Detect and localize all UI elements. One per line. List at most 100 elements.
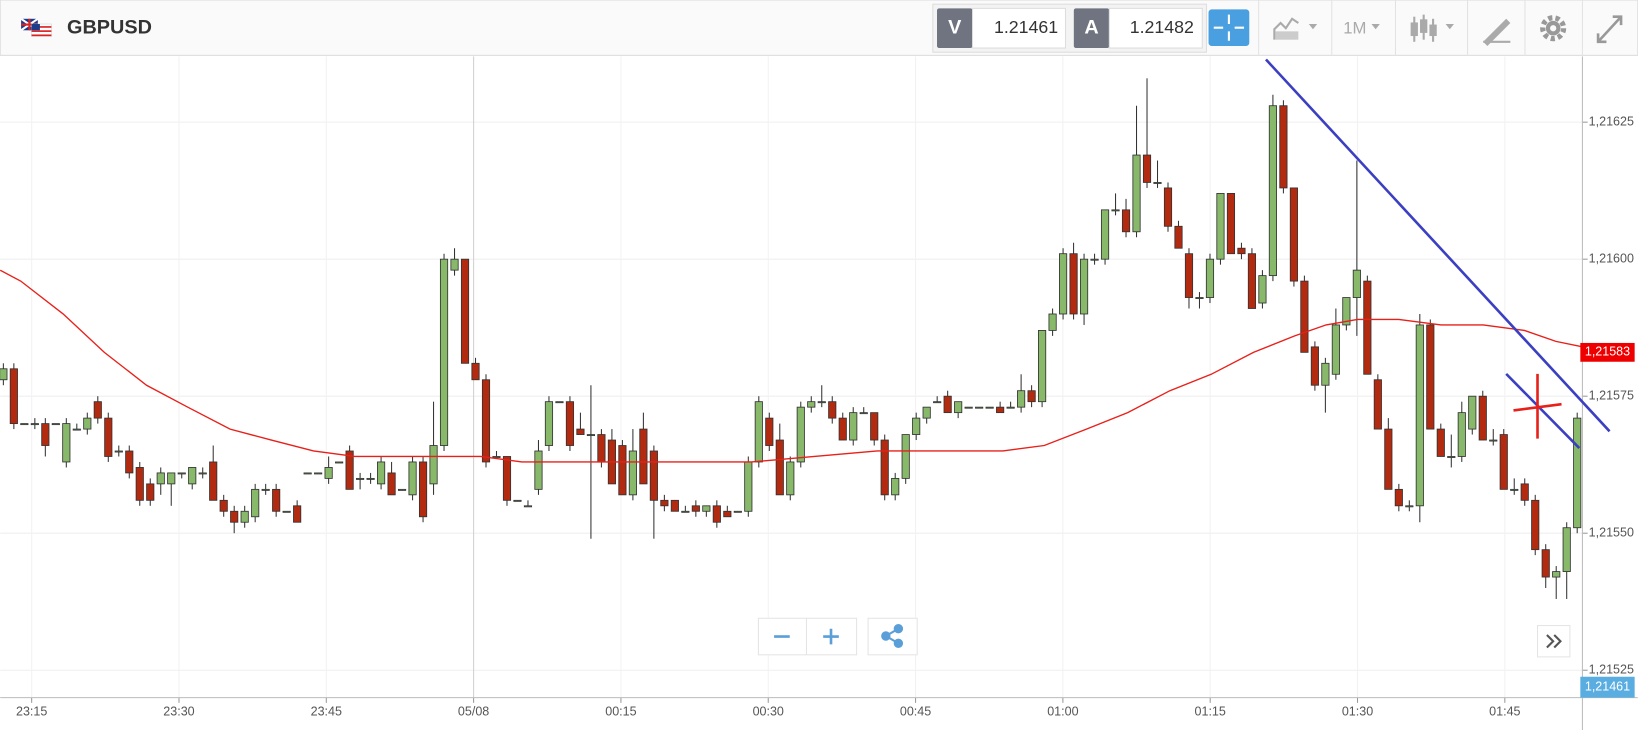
candle-body bbox=[670, 499, 679, 512]
x-tick-label: 00:15 bbox=[605, 705, 636, 719]
bid-price: 1.21461 bbox=[994, 17, 1058, 37]
fullscreen-button[interactable] bbox=[1596, 15, 1623, 44]
candle-body bbox=[775, 439, 784, 496]
candle-body bbox=[240, 510, 249, 523]
candle-body bbox=[1184, 253, 1194, 298]
x-tick-label: 01:45 bbox=[1489, 705, 1520, 719]
bid-field bbox=[971, 7, 1066, 49]
candle-body bbox=[870, 412, 879, 441]
candle-body bbox=[429, 445, 438, 485]
bid-label: V bbox=[948, 16, 962, 38]
draw-button[interactable] bbox=[1483, 18, 1511, 46]
candle-body bbox=[691, 505, 700, 512]
candle-body bbox=[565, 401, 575, 446]
candle-body bbox=[901, 434, 910, 479]
current-price-tag bbox=[1580, 676, 1635, 698]
share-button[interactable] bbox=[867, 617, 918, 656]
candle-body bbox=[30, 423, 39, 426]
candle-body bbox=[1258, 275, 1267, 304]
flag-icon bbox=[20, 17, 52, 37]
candle-body bbox=[492, 456, 501, 458]
candle-body bbox=[335, 461, 344, 464]
indicators-button[interactable] bbox=[1273, 17, 1318, 40]
settings-button[interactable] bbox=[1540, 15, 1567, 42]
candle-body bbox=[828, 401, 837, 419]
x-tick-label: 01:30 bbox=[1342, 705, 1373, 719]
candle-body bbox=[922, 406, 931, 419]
candle-body bbox=[523, 505, 533, 508]
timeframe-button[interactable]: 1M bbox=[1343, 19, 1380, 38]
candle-body bbox=[1048, 313, 1057, 331]
candle-body bbox=[460, 258, 470, 364]
candle-body bbox=[9, 368, 18, 425]
candle-body bbox=[0, 368, 8, 381]
current-price-label: 1,21461 bbox=[1585, 679, 1630, 693]
candle-body bbox=[83, 417, 92, 430]
candle-body bbox=[41, 423, 50, 446]
candle-body bbox=[1342, 297, 1351, 326]
ask-button[interactable] bbox=[1073, 8, 1110, 49]
candle-body bbox=[303, 472, 312, 475]
candle-body bbox=[188, 467, 197, 485]
trend-line bbox=[1265, 58, 1611, 433]
candle-body bbox=[1562, 527, 1571, 572]
candle-body bbox=[733, 510, 742, 513]
candle-body bbox=[1405, 505, 1414, 508]
candle-body bbox=[1226, 192, 1236, 255]
candle-body bbox=[125, 450, 134, 474]
candle-body bbox=[513, 499, 522, 502]
x-tick-label: 00:45 bbox=[900, 705, 931, 719]
x-tick-label: 23:15 bbox=[16, 705, 47, 719]
candle-body bbox=[996, 406, 1005, 414]
bid-button[interactable] bbox=[937, 8, 973, 49]
candle-body bbox=[555, 401, 564, 404]
candle-body bbox=[964, 406, 973, 409]
candle-body bbox=[1111, 209, 1120, 212]
candle-body bbox=[198, 472, 207, 475]
candle-body bbox=[912, 417, 921, 435]
candle-body bbox=[817, 401, 826, 404]
candle-body bbox=[712, 505, 721, 523]
candle-body bbox=[838, 417, 847, 441]
crosshair-button[interactable] bbox=[1208, 9, 1250, 46]
candle-body bbox=[1499, 434, 1508, 490]
candle-body bbox=[1447, 456, 1456, 458]
candle-body bbox=[1468, 395, 1477, 430]
candle-body bbox=[754, 401, 763, 463]
candle-body bbox=[1478, 395, 1487, 441]
ma-price-label: 1,21583 bbox=[1585, 345, 1630, 359]
candle-body bbox=[639, 428, 648, 485]
candle-body bbox=[293, 505, 302, 523]
y-tick-label: 1,21625 bbox=[1589, 114, 1634, 128]
y-tick-label: 1,21600 bbox=[1589, 251, 1634, 265]
candle-body bbox=[1363, 280, 1372, 375]
candle-body bbox=[576, 428, 585, 435]
x-tick-label: 01:15 bbox=[1195, 705, 1226, 719]
candle-body bbox=[104, 417, 113, 457]
zoom-controls bbox=[757, 617, 1571, 658]
candle-body bbox=[51, 423, 60, 426]
symbol: GBPUSD bbox=[67, 16, 152, 38]
candle-body bbox=[261, 488, 270, 491]
candle-body bbox=[135, 467, 144, 501]
candle-body bbox=[1352, 269, 1361, 298]
y-tick-label: 1,21575 bbox=[1589, 389, 1634, 403]
x-tick-label: 01:00 bbox=[1047, 705, 1078, 719]
ma-price-tag bbox=[1580, 342, 1635, 362]
candle-body bbox=[1541, 549, 1550, 578]
candle-body bbox=[1300, 280, 1309, 353]
candle-body bbox=[681, 510, 690, 513]
chart-type-button[interactable] bbox=[1410, 14, 1454, 42]
candle-body bbox=[1017, 390, 1026, 408]
candle-body bbox=[282, 510, 291, 513]
candle-body bbox=[880, 439, 889, 496]
x-tick-label: 23:30 bbox=[163, 705, 194, 719]
toolbar-bg bbox=[0, 0, 1638, 56]
candle-body bbox=[1279, 105, 1288, 189]
candle-body bbox=[502, 456, 512, 501]
zoom-in-button[interactable] bbox=[823, 628, 839, 645]
candle-body bbox=[1426, 324, 1435, 430]
separators bbox=[1258, 0, 1583, 56]
candle-body bbox=[702, 505, 711, 512]
